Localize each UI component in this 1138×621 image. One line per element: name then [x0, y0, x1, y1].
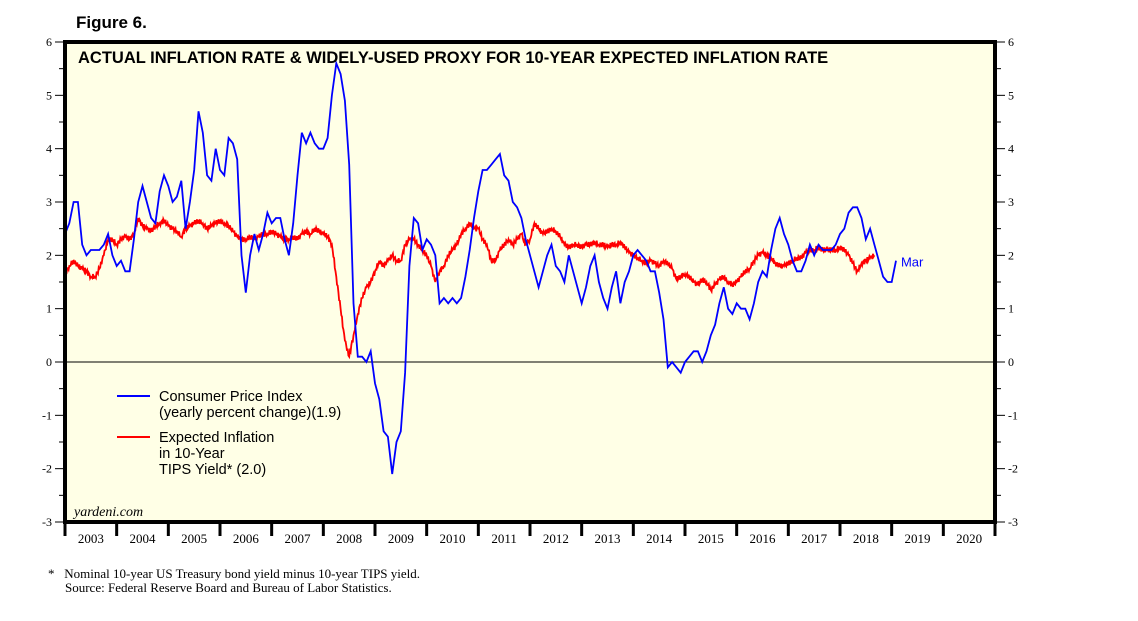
legend-cpi-text: (yearly percent change)(1.9) — [159, 405, 341, 421]
y-tick-label-right: 4 — [1008, 142, 1014, 156]
y-tick-label-left: 3 — [46, 195, 52, 209]
plot-background — [65, 42, 995, 522]
x-tick-label: 2013 — [595, 531, 621, 546]
plot-frame — [63, 40, 997, 524]
footnote-source: Source: Federal Reserve Board and Bureau… — [65, 580, 392, 595]
x-tick-label: 2008 — [336, 531, 362, 546]
legend-tips-text: Expected Inflation — [159, 430, 274, 446]
watermark: yardeni.com — [72, 505, 143, 520]
footnote-1: * Nominal 10-year US Treasury bond yield… — [48, 566, 420, 582]
y-tick-label-left: 2 — [46, 248, 52, 262]
y-tick-label-right: 1 — [1008, 302, 1014, 316]
y-tick-label-right: 2 — [1008, 248, 1014, 262]
legend-tips-text: in 10-Year — [159, 446, 225, 462]
y-tick-label-right: -1 — [1008, 408, 1018, 422]
footnote-marker: * — [48, 566, 55, 581]
x-tick-label: 2010 — [440, 531, 466, 546]
x-tick-label: 2005 — [181, 531, 207, 546]
left-y-axis: 6 5 4 3 2 1 0 -1 -2 -3 — [42, 35, 65, 529]
y-tick-label-left: -3 — [42, 515, 52, 529]
chart-title: ACTUAL INFLATION RATE & WIDELY-USED PROX… — [78, 49, 828, 67]
x-tick-label: 2020 — [956, 531, 982, 546]
x-tick-label: 2011 — [491, 531, 517, 546]
y-tick-label-left: 6 — [46, 35, 52, 49]
y-tick-label-right: 6 — [1008, 35, 1014, 49]
y-tick-label-left: -2 — [42, 462, 52, 476]
x-tick-label: 2016 — [750, 531, 777, 546]
legend: Consumer Price Index(yearly percent chan… — [117, 389, 341, 478]
footnote-text: Nominal 10-year US Treasury bond yield m… — [64, 566, 421, 581]
x-tick-label: 2007 — [285, 531, 312, 546]
y-tick-label-right: 3 — [1008, 195, 1014, 209]
y-tick-label-left: 4 — [46, 142, 52, 156]
legend-tips-text: TIPS Yield* (2.0) — [159, 462, 266, 478]
end-annotation-mar: Mar — [901, 255, 924, 270]
x-tick-label: 2012 — [543, 531, 569, 546]
y-tick-label-right: -3 — [1008, 515, 1018, 529]
figure-label: Figure 6. — [76, 13, 147, 32]
y-tick-label-right: 5 — [1008, 88, 1014, 102]
x-tick-label: 2018 — [853, 531, 879, 546]
y-tick-label-left: 1 — [46, 302, 52, 316]
x-tick-label: 2006 — [233, 531, 260, 546]
y-tick-label-right: -2 — [1008, 462, 1018, 476]
x-tick-label: 2009 — [388, 531, 414, 546]
y-tick-label-left: 5 — [46, 88, 52, 102]
legend-cpi-text: Consumer Price Index — [159, 389, 303, 405]
x-tick-label: 2004 — [130, 531, 157, 546]
y-tick-label-left: 0 — [46, 355, 52, 369]
y-tick-label-left: -1 — [42, 408, 52, 422]
x-tick-label: 2003 — [78, 531, 104, 546]
y-tick-label-right: 0 — [1008, 355, 1014, 369]
x-tick-label: 2015 — [698, 531, 724, 546]
right-y-axis: 6 5 4 3 2 1 0 -1 -2 -3 — [995, 35, 1018, 529]
tips-breakeven-series-line — [64, 215, 876, 360]
legend-cpi: Consumer Price Index(yearly percent chan… — [117, 389, 341, 421]
x-axis: 2003 2004 2005 2006 2007 2008 2009 2010 2011 2012… — [63, 522, 997, 546]
x-tick-label: 2019 — [905, 531, 931, 546]
cpi-series-line — [64, 59, 897, 475]
x-tick-label: 2017 — [801, 531, 828, 546]
x-tick-label: 2014 — [646, 531, 673, 546]
